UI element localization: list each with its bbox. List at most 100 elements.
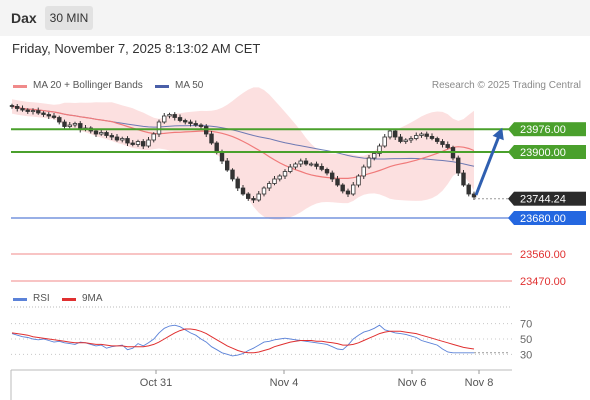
rsi-series-rsi [11,324,474,357]
candle-body [440,141,445,145]
candle-body [329,172,335,180]
candle-body [62,121,67,127]
candle-body [403,139,408,142]
bollinger-band [12,87,474,220]
candle-body [324,168,330,174]
candle-body [387,130,393,138]
candle-body [308,163,314,166]
candle-body [57,117,62,123]
candle-body [235,178,240,189]
candle-body [193,123,198,126]
level-label: 23976.00 [520,124,566,136]
level-label: 23744.24 [520,194,566,206]
candle-body [356,175,361,186]
candle-body [177,117,183,121]
candle-body [251,198,256,201]
candle-body [419,133,424,136]
level-box-resistance [514,145,586,159]
rsi-ma-legend: 9MA [82,293,103,304]
candle-body [203,126,209,135]
level-label: 23560.00 [520,249,566,261]
forecast-arrow-head [492,127,504,141]
candle-body [146,139,151,147]
x-tick-label: Oct 31 [140,377,172,389]
candle-body [161,115,167,123]
candle-body [303,160,309,165]
candle-body [434,138,440,142]
candle-body [377,145,382,154]
candle-body [46,114,51,117]
candle-body [424,133,429,137]
ma20-line [11,105,475,179]
candle-body [461,172,466,186]
level-pointer-resistance [508,122,514,137]
candle-body [350,184,356,195]
rsi-swatch [13,298,27,301]
candle-body [172,114,177,118]
candle-body [41,112,46,115]
candle-body [167,114,172,117]
candle-body [214,142,219,153]
candle-body [266,183,272,189]
candle-body [371,153,377,159]
candle-body [30,110,36,112]
candle-body [198,124,204,127]
candle-body [230,169,235,180]
candle-body [104,132,109,136]
candle-body [219,151,225,162]
level-label: 23470.00 [520,276,566,288]
ma50-legend: MA 50 [175,80,204,91]
candle-body [25,109,30,112]
rsi-tick-label: 50 [520,334,532,346]
candle-body [135,141,141,145]
rsi-legend: RSI [33,293,50,304]
level-pointer-current [508,191,514,206]
candle-body [20,108,25,111]
candle-body [408,138,414,141]
datetime-label: Friday, November 7, 2025 8:13:02 AM CET [12,41,261,56]
ma-bb-swatch [13,85,27,88]
candle-body [109,135,114,138]
candle-body [182,120,188,123]
timeframe-button[interactable]: 30 MIN [45,6,93,30]
candle-body [99,132,104,135]
candle-body [36,110,41,114]
candle-body [340,184,345,192]
candle-body [140,141,146,147]
candle-body [67,124,72,127]
rsi-tick-label: 30 [520,349,532,361]
candle-body [151,133,156,141]
level-box-support [514,211,586,225]
candle-body [471,193,477,198]
candle-body [382,136,387,147]
candle-body [455,157,461,174]
rsi-series-ma [11,328,475,354]
x-tick-label: Nov 4 [270,377,299,389]
candle-body [14,106,20,109]
forecast-arrow-shaft [474,132,502,196]
candle-body [188,121,193,124]
ma-bb-legend: MA 20 + Bollinger Bands [33,80,143,91]
candle-body [93,130,99,135]
candle-body [261,187,267,195]
candle-body [256,193,261,201]
candle-body [156,121,162,135]
rsi-ma-swatch [62,298,76,301]
candle-body [130,142,135,145]
level-label: 23680.00 [520,213,566,225]
chart-header: Dax 30 MIN [0,0,590,36]
level-pointer-support [508,211,514,225]
candle-body [245,193,251,199]
candle-body [209,133,214,144]
level-label: 23900.00 [520,147,566,159]
candle-body [466,184,471,195]
symbol-label: Dax [11,10,37,26]
candle-body [272,178,277,184]
candle-body [72,123,78,126]
candle-body [9,105,15,107]
candle-body [293,163,298,168]
candle-body [51,115,57,118]
candle-body [429,135,435,139]
research-credit: Research © 2025 Trading Central [431,80,581,91]
